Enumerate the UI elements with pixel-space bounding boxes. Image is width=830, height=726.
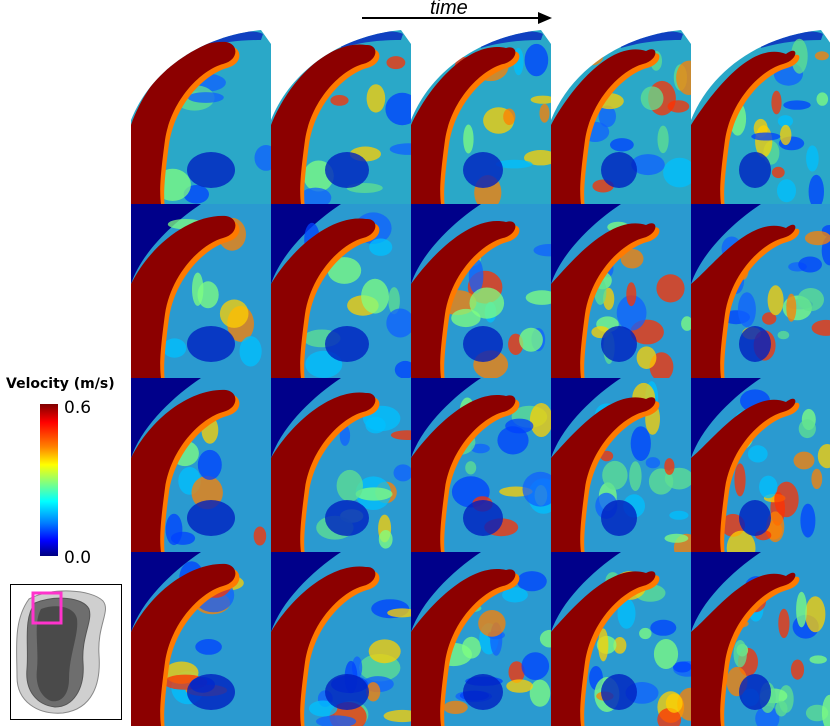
velocity-map-image — [271, 552, 411, 726]
legend-title: Velocity (m/s) — [6, 376, 115, 392]
velocity-map-image — [551, 552, 691, 726]
velocity-map-panel — [691, 552, 830, 726]
velocity-map-image — [271, 378, 411, 552]
ventricle-shape-icon — [16, 590, 106, 714]
velocity-map-panel — [411, 204, 551, 378]
velocity-map-image — [411, 30, 551, 204]
velocity-map-panel — [551, 204, 691, 378]
velocity-map-image — [691, 204, 830, 378]
velocity-map-image — [411, 378, 551, 552]
velocity-map-image — [131, 30, 271, 204]
velocity-map-image — [551, 30, 691, 204]
velocity-map-panel — [691, 378, 830, 552]
velocity-map-image — [411, 204, 551, 378]
velocity-map-image — [691, 378, 830, 552]
time-label: time — [430, 0, 468, 19]
velocity-map-panel — [551, 378, 691, 552]
velocity-map-panel — [271, 204, 411, 378]
region-of-interest-box — [31, 591, 63, 625]
velocity-map-image — [691, 552, 830, 726]
velocity-map-panel — [411, 552, 551, 726]
velocity-map-panel — [131, 30, 271, 204]
legend-max-label: 0.6 — [64, 398, 92, 418]
velocity-map-image — [271, 204, 411, 378]
velocity-map-image — [131, 378, 271, 552]
velocity-map-panel — [551, 552, 691, 726]
velocity-map-panel — [271, 552, 411, 726]
velocity-map-panel — [691, 204, 830, 378]
velocity-map-panel — [411, 378, 551, 552]
velocity-map-image — [411, 552, 551, 726]
colorbar — [40, 404, 58, 556]
legend-min-label: 0.0 — [64, 548, 92, 568]
velocity-map-panel — [131, 204, 271, 378]
velocity-map-image — [691, 30, 830, 204]
inset-anatomy-thumbnail — [10, 584, 122, 720]
velocity-map-image — [271, 30, 411, 204]
velocity-map-image — [551, 204, 691, 378]
velocity-map-panel — [411, 30, 551, 204]
velocity-map-grid — [131, 30, 830, 726]
velocity-map-panel — [551, 30, 691, 204]
velocity-map-panel — [131, 552, 271, 726]
velocity-map-panel — [271, 378, 411, 552]
velocity-map-panel — [691, 30, 830, 204]
velocity-map-panel — [271, 30, 411, 204]
velocity-map-image — [131, 552, 271, 726]
time-arrow-icon — [362, 12, 552, 24]
velocity-map-image — [551, 378, 691, 552]
velocity-map-image — [131, 204, 271, 378]
velocity-map-panel — [131, 378, 271, 552]
